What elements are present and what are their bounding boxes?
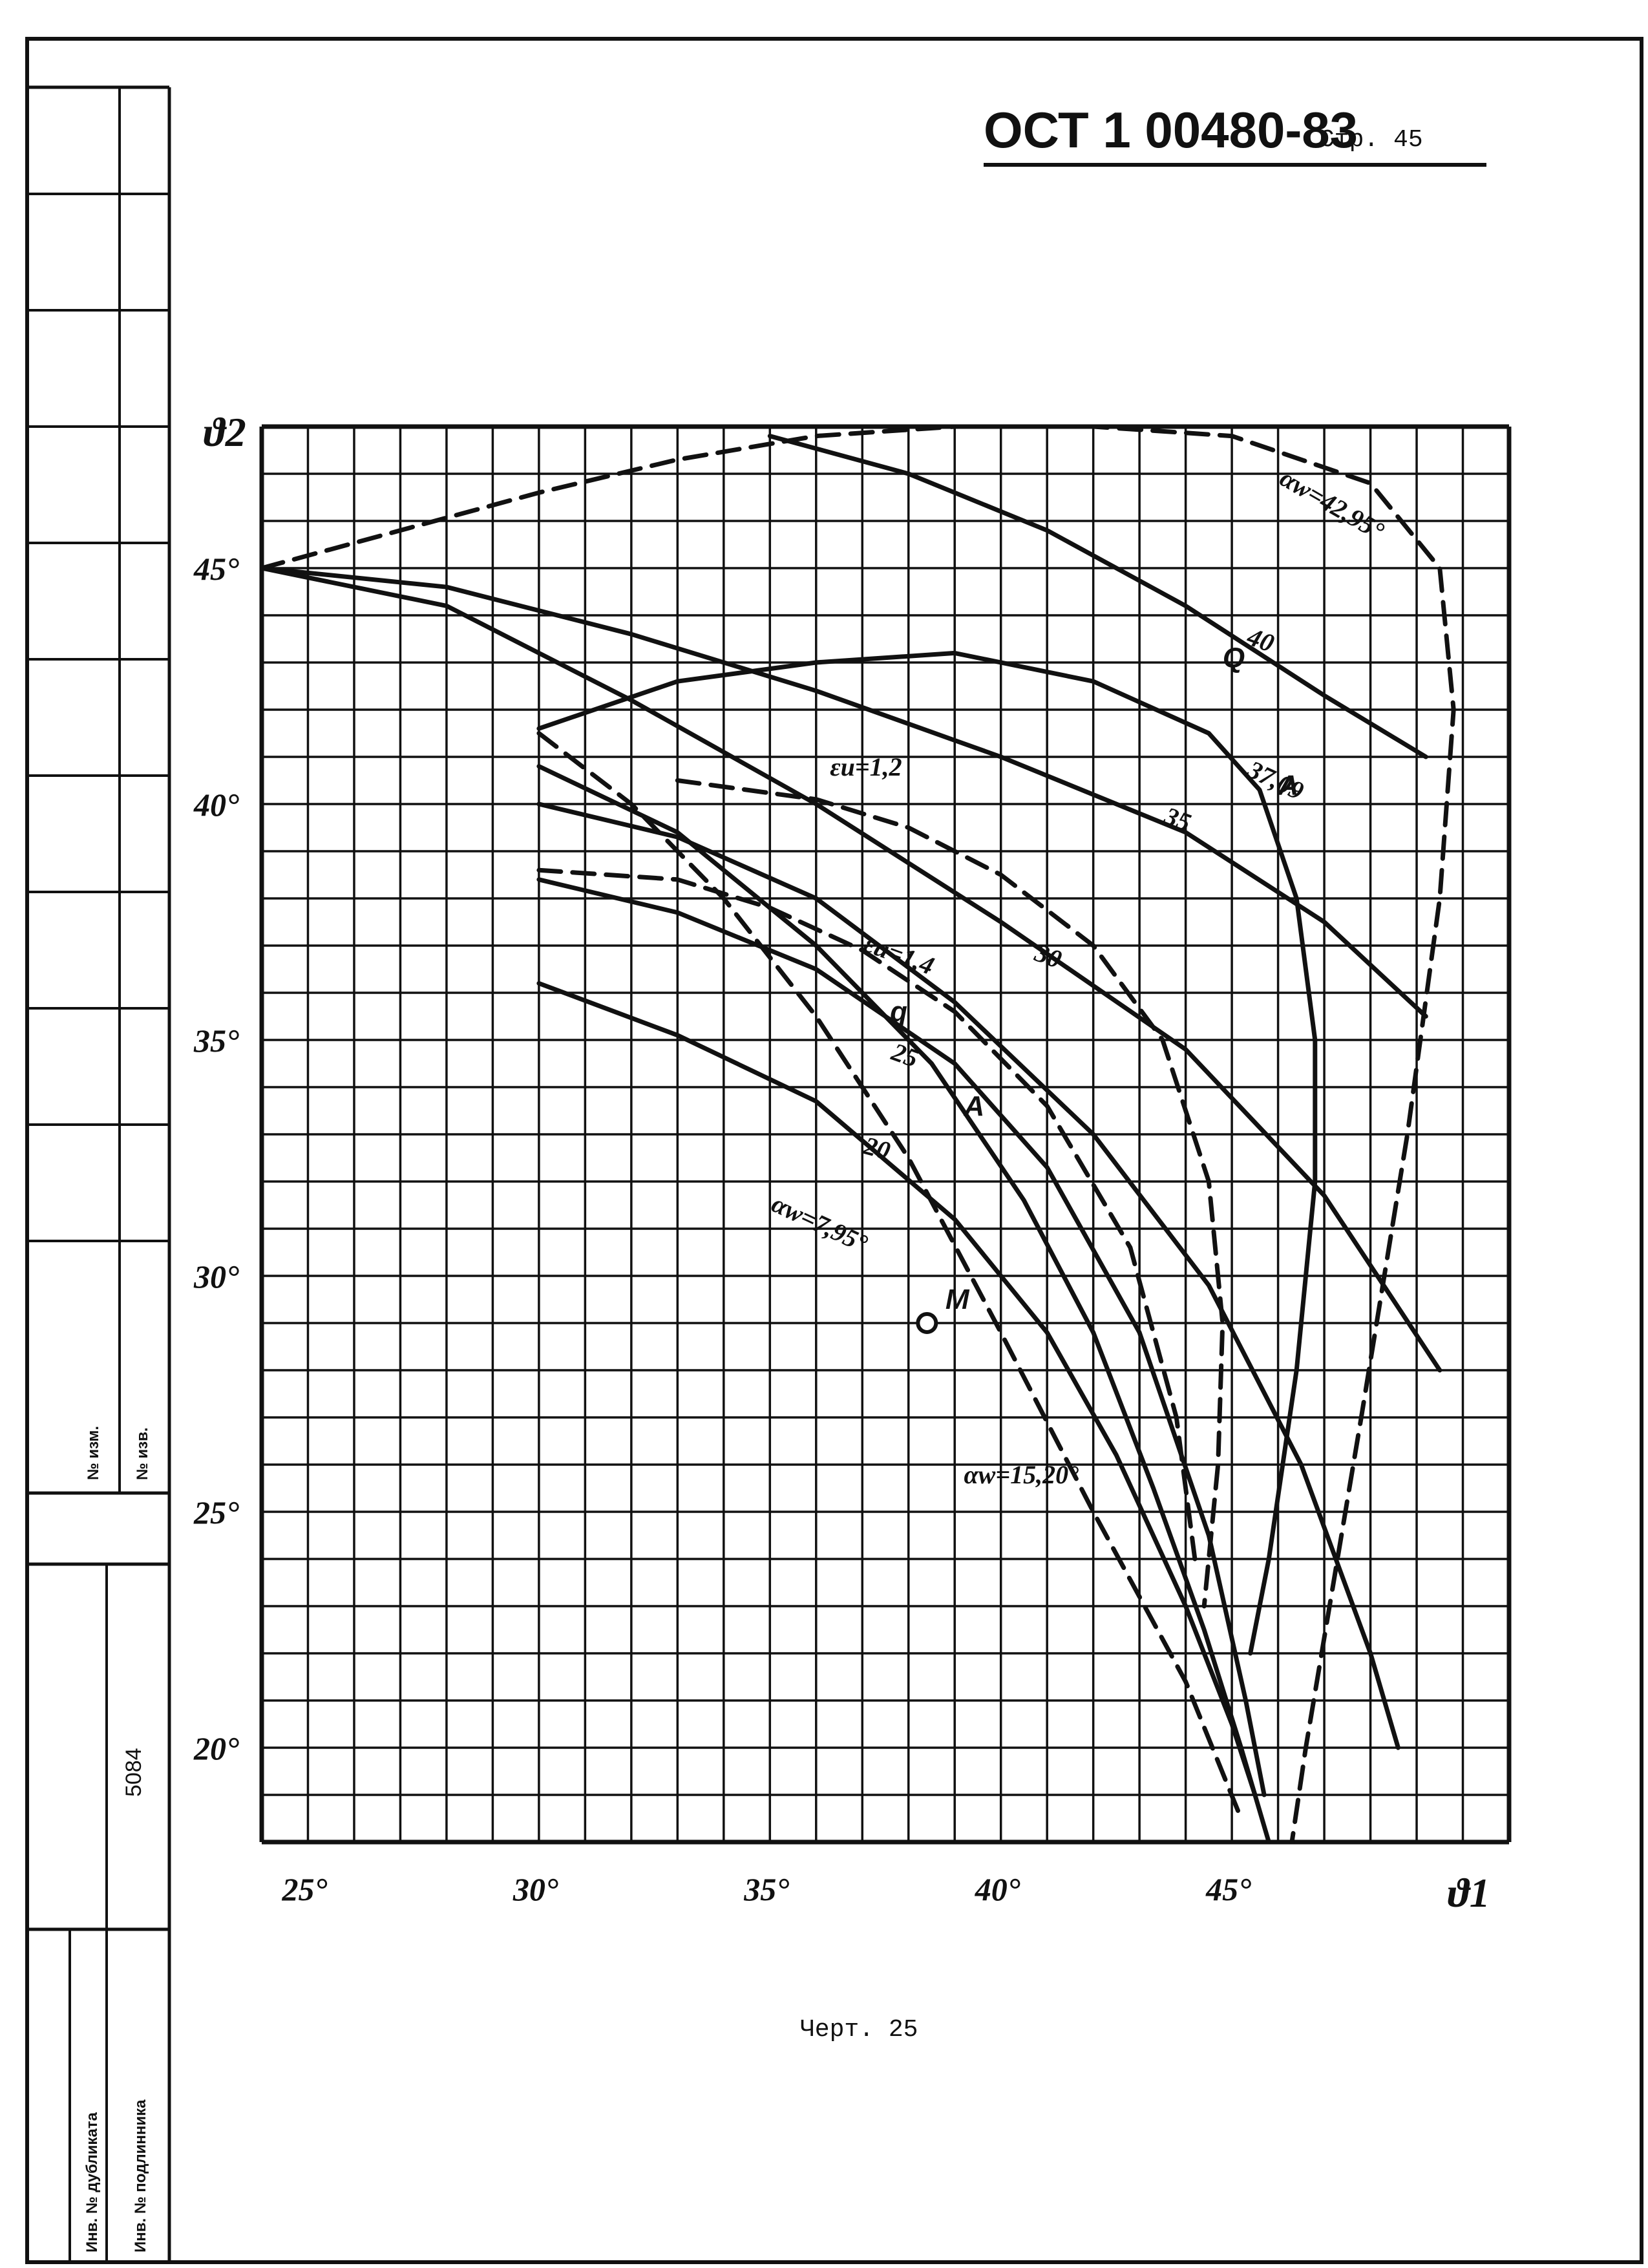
markers-layer (916, 1312, 938, 1334)
chart: 25° 30° 35° 40° 45° 45° 40° 35° 30° 25° 20° αw=42,… (193, 424, 1512, 1907)
stamp-inv-original: Инв. № подлинника (132, 2099, 149, 2252)
curve-label: αw=7,95° (767, 1189, 872, 1258)
point-marker-0 (916, 1312, 938, 1334)
y-tick-label: 45° (193, 551, 239, 587)
series-line-11 (536, 650, 1318, 1656)
y-axis-label: ϑ2 (204, 409, 246, 455)
point-label: Q (1223, 642, 1245, 673)
curve-label: 25 (887, 1037, 922, 1073)
point-label: A (1278, 769, 1299, 801)
x-tick-label: 25° (281, 1871, 327, 1907)
point-label: M (945, 1284, 970, 1315)
series-line-9 (675, 778, 1225, 1609)
curve-label: εu=1,2 (830, 752, 902, 781)
page-label: Стр. 45 (1320, 126, 1423, 154)
y-tick-label: 35° (193, 1023, 239, 1059)
stamp-change-no: № изм. (85, 1426, 102, 1480)
doc-code: ОСТ 1 00480-83 (984, 101, 1358, 158)
stamp-inventory-no: 5084 (121, 1748, 146, 1797)
curve-label: 35 (1160, 801, 1195, 837)
curve-label: 40 (1243, 622, 1278, 658)
series-line-8 (536, 980, 1258, 1797)
side-stamp: № изм. № изв. 5084 Инв. № дубликата Инв.… (27, 85, 169, 2262)
figure-caption: Черт. 25 (800, 2016, 918, 2044)
x-tick-label: 40° (975, 1871, 1020, 1907)
stamp-notice-no: № изв. (134, 1427, 151, 1480)
x-tick-label: 35° (743, 1871, 789, 1907)
series-line-5 (259, 566, 1442, 1373)
grid (259, 424, 1512, 1845)
tick-labels: 25° 30° 35° 40° 45° 45° 40° 35° 30° 25° 20° (193, 551, 1251, 1907)
sheet-frame (25, 37, 1643, 2264)
x-tick-label: 30° (512, 1871, 558, 1907)
stamp-inv-duplicate: Инв. № дубликата (83, 2112, 101, 2252)
series-line-10 (536, 867, 1198, 1562)
curve-label: αw=15,20° (964, 1460, 1079, 1489)
y-tick-label: 20° (193, 1730, 239, 1766)
y-tick-label: 30° (193, 1258, 239, 1295)
y-tick-label: 40° (193, 787, 239, 823)
y-tick-label: 25° (193, 1494, 239, 1531)
series-line-2 (536, 731, 1243, 1821)
series-line-4 (259, 566, 1428, 1019)
series-layer (259, 424, 1456, 1845)
series-line-0 (259, 424, 1456, 1845)
series-line-7 (536, 877, 1267, 1797)
series-line-1 (536, 764, 1271, 1845)
x-tick-label: 45° (1205, 1871, 1251, 1907)
point-label: A (964, 1090, 985, 1122)
curve-label: 30 (1031, 938, 1066, 974)
point-label: q (890, 996, 907, 1028)
x-axis-label: ϑ1 (1448, 1870, 1490, 1916)
series-line-3 (767, 434, 1428, 759)
series-line-6 (536, 801, 1400, 1750)
curve-label: αw=42,95° (1275, 463, 1389, 546)
